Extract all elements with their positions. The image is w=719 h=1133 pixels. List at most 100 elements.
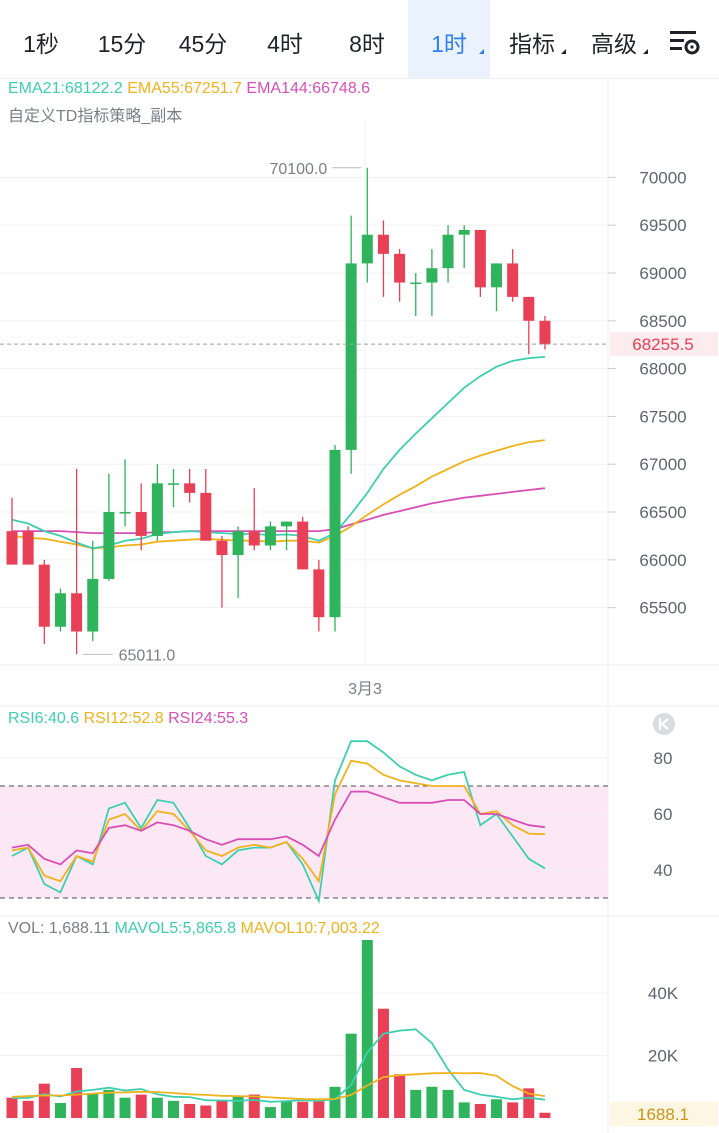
volume-bar	[200, 1105, 212, 1118]
volume-bar	[507, 1102, 519, 1118]
high-price-label: 70100.0	[269, 161, 327, 178]
volume-bar	[394, 1074, 406, 1118]
collapse-icon[interactable]	[652, 712, 676, 736]
volume-bar	[539, 1112, 551, 1118]
rsi-band	[0, 786, 608, 898]
price-tick-label: 69500	[639, 216, 686, 235]
rsi6-value: RSI6:40.6	[8, 710, 80, 727]
volume-bar	[474, 1103, 486, 1118]
volume-bar	[87, 1093, 99, 1118]
candle-body	[22, 531, 34, 565]
candle-body	[184, 483, 196, 493]
volume-bar	[361, 940, 373, 1118]
ema21-line	[11, 356, 545, 550]
volume-bar	[119, 1097, 131, 1118]
strategy-label: 自定义TD指标策略_副本	[8, 108, 183, 125]
tab-label: 45分	[178, 31, 228, 57]
candle-body	[200, 492, 212, 541]
candle-body	[54, 593, 66, 627]
rsi-tick-label: 40	[654, 861, 673, 880]
rsi-tick-label: 60	[654, 805, 673, 824]
tab-label: 高级	[591, 31, 637, 57]
tab-45m[interactable]: 45分	[162, 0, 244, 78]
price-tick-label: 70000	[639, 168, 686, 187]
candle-body	[38, 564, 50, 627]
candle-body	[103, 512, 115, 579]
volume-bar	[38, 1083, 50, 1118]
ema144-line	[12, 487, 545, 534]
dropdown-triangle-icon	[479, 49, 484, 54]
candle-body	[168, 483, 179, 485]
volume-bar	[264, 1107, 276, 1118]
low-price-label: 65011.0	[119, 647, 176, 664]
rsi12-line	[11, 759, 545, 884]
rsi-tick-label: 80	[654, 749, 673, 768]
ema55-value: EMA55:67251.7	[127, 80, 242, 97]
volume-bar	[442, 1089, 454, 1118]
candle-body	[394, 253, 406, 283]
chart-settings-icon[interactable]	[664, 22, 704, 62]
vol-tick-label: 20K	[648, 1047, 679, 1066]
volume-bar	[297, 1101, 309, 1118]
candle-body	[345, 263, 357, 450]
vol-last-value: 1688.1	[637, 1105, 689, 1124]
rsi6-line	[11, 740, 546, 905]
price-tick-label: 69000	[639, 264, 686, 283]
tab-indicators[interactable]: 指标	[492, 0, 572, 78]
tab-label: 指标	[509, 31, 555, 57]
price-tick-label: 68000	[639, 360, 686, 379]
volume-bar	[184, 1103, 196, 1118]
volume-bar	[281, 1100, 293, 1118]
timeframe-tabs: 1秒 15分 45分 4时 8时 1时 指标 高级	[0, 0, 719, 79]
candle-body	[232, 531, 244, 556]
candle-body	[426, 268, 438, 283]
volume-bar	[377, 1008, 389, 1118]
vol-value: VOL: 1,688.11	[8, 920, 110, 937]
tab-advanced[interactable]: 高级	[574, 0, 654, 78]
ema21-value: EMA21:68122.2	[8, 80, 123, 97]
candle-body	[216, 540, 228, 556]
tab-label: 1秒	[23, 31, 59, 57]
tab-label: 15分	[97, 31, 147, 57]
mavol10-value: MAVOL10:7,003.22	[240, 920, 380, 937]
tab-1s[interactable]: 1秒	[0, 0, 82, 78]
candle-body	[523, 296, 535, 321]
volume-bar	[6, 1097, 18, 1118]
tab-label: 8时	[349, 31, 385, 57]
rsi-legend: RSI6:40.6 RSI12:52.8 RSI24:55.3	[8, 710, 248, 728]
rsi24-line	[11, 790, 546, 866]
price-tick-label: 68500	[639, 312, 686, 331]
volume-bar	[426, 1086, 438, 1118]
candle-body	[410, 282, 422, 285]
candle-body	[6, 531, 18, 565]
candle-body	[539, 320, 551, 345]
dropdown-triangle-icon	[643, 49, 648, 54]
price-tick-label: 66500	[639, 503, 686, 522]
volume-bar	[22, 1100, 34, 1118]
tab-8h[interactable]: 8时	[326, 0, 408, 78]
candle-body	[361, 234, 373, 264]
vol-legend: VOL: 1,688.11 MAVOL5:5,865.8 MAVOL10:7,0…	[8, 920, 380, 938]
tab-15m[interactable]: 15分	[82, 0, 162, 78]
candle-body	[313, 569, 325, 618]
volume-bar	[216, 1100, 228, 1118]
candle-body	[135, 512, 147, 536]
rsi12-value: RSI12:52.8	[83, 710, 164, 727]
volume-bar	[523, 1088, 535, 1118]
candle-body	[248, 531, 260, 546]
tab-1h[interactable]: 1时	[408, 0, 490, 78]
price-tick-label: 67000	[639, 455, 686, 474]
volume-bar	[248, 1094, 260, 1118]
ema55-line	[11, 439, 546, 550]
dropdown-triangle-icon	[561, 49, 566, 54]
tab-4h[interactable]: 4时	[244, 0, 326, 78]
last-price-value: 68255.5	[632, 335, 693, 354]
vol-tick-label: 40K	[648, 984, 679, 1003]
volume-bar	[54, 1103, 66, 1118]
volume-bar	[103, 1089, 115, 1118]
price-tick-label: 67500	[639, 407, 686, 426]
candle-body	[119, 512, 131, 514]
volume-bar	[135, 1094, 147, 1118]
volume-bar	[329, 1086, 341, 1118]
